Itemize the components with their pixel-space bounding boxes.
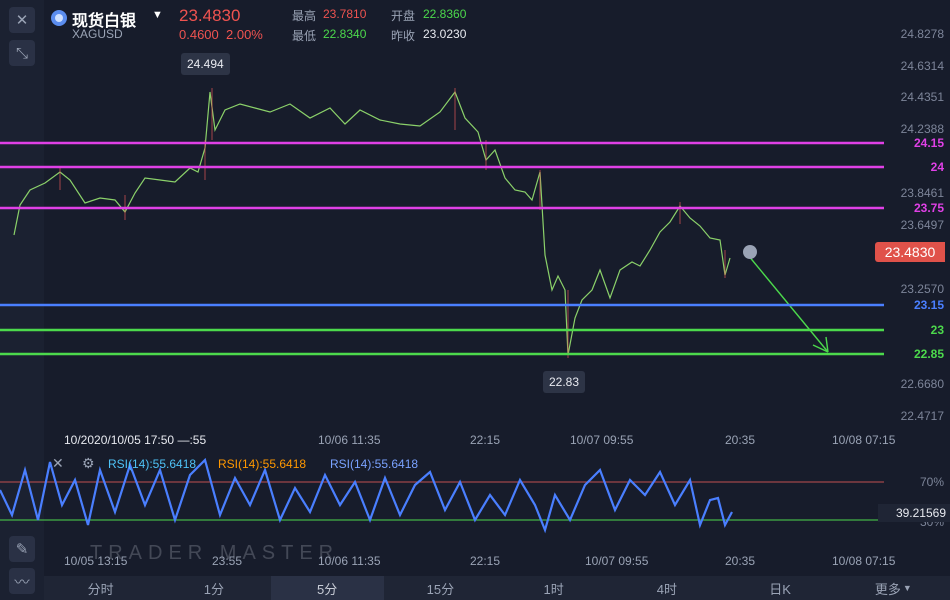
level-label-24: 24: [930, 160, 944, 174]
tab-more[interactable]: 更多 ▼: [874, 581, 912, 597]
low-value: 22.8340: [323, 27, 367, 41]
y-tick: 24.2388: [900, 122, 944, 136]
low-callout: 22.83: [543, 371, 586, 393]
crosshair-time: 10/2020/10/05 17:50 —:55: [64, 433, 207, 447]
trend-arrow: [747, 254, 829, 353]
candle-wicks: [59, 88, 726, 358]
last-price: 23.4830: [179, 6, 241, 25]
x-tick: 10/07 09:55: [570, 433, 634, 447]
y-tick: 23.6497: [900, 218, 944, 232]
y-tick: 24.4351: [900, 90, 944, 104]
open-label: 开盘: [391, 9, 416, 23]
level-label-22.85: 22.85: [913, 347, 944, 361]
info-icon[interactable]: [743, 245, 757, 259]
high-value: 23.7810: [323, 7, 367, 21]
y-tick: 24.8278: [900, 27, 944, 41]
high-callout: 24.494: [181, 53, 230, 75]
rsi-current-value: 39.21569: [878, 504, 950, 522]
x-tick: 10/08 07:15: [832, 433, 896, 447]
collapse-icon[interactable]: ⤡: [9, 40, 35, 66]
tab-1min[interactable]: 1分: [203, 581, 224, 597]
settings-icon[interactable]: ⚙: [82, 455, 95, 471]
high-label: 最高: [292, 9, 317, 23]
x-tick: 22:15: [470, 554, 501, 568]
x-tick: 23:55: [212, 554, 243, 568]
rsi-line: [0, 457, 733, 534]
silver-coin-icon: [51, 10, 67, 26]
x-tick: 20:35: [725, 433, 756, 447]
open-value: 22.8360: [423, 7, 467, 21]
x-tick: 10/06 11:35: [318, 554, 381, 568]
close-icon[interactable]: ✕: [52, 455, 64, 471]
y-tick: 22.4717: [900, 409, 944, 423]
x-tick: 10/07 09:55: [585, 554, 649, 568]
instrument-symbol: XAGUSD: [72, 27, 123, 41]
y-tick: 23.8461: [900, 186, 944, 200]
chevron-down-icon[interactable]: ▼: [152, 9, 163, 21]
x-tick: 20:35: [725, 554, 756, 568]
level-label-23.75: 23.75: [913, 201, 944, 215]
prev-close-label: 昨收: [391, 29, 416, 43]
tab-15min[interactable]: 15分: [426, 581, 455, 597]
low-label: 最低: [292, 29, 317, 43]
y-tick: 22.6680: [900, 377, 944, 391]
tab-timeshare[interactable]: 分时: [87, 581, 114, 597]
rsi-label: RSI(14):55.6418: [108, 457, 197, 471]
watermark: TRADER MASTER: [90, 542, 340, 564]
tab-daily[interactable]: 日K: [769, 581, 791, 597]
level-label-23.15: 23.15: [913, 298, 944, 312]
prev-close-value: 23.0230: [423, 27, 467, 41]
chevron-down-icon: ▼: [902, 583, 912, 593]
tab-4hour[interactable]: 4时: [656, 581, 677, 597]
rsi-label: RSI(14):55.6418: [218, 457, 307, 471]
quote-header: 现货白银 ▼ XAGUSD 23.4830 0.4600 2.00% 最高 23…: [44, 0, 950, 46]
arrow-head: [812, 336, 829, 353]
close-icon[interactable]: ✕: [9, 7, 35, 33]
timeframe-tabs: 分时 1分 5分 15分 1时 4时 日K 更多 ▼: [44, 576, 950, 600]
indicator-icon[interactable]: 〰: [9, 568, 35, 594]
x-tick: 10/08 07:15: [832, 554, 896, 568]
level-label-24.15: 24.15: [913, 136, 944, 150]
price-line: [13, 90, 731, 356]
instrument-name[interactable]: 现货白银: [72, 13, 137, 30]
y-tick: 24.6314: [900, 59, 944, 73]
rsi-label: RSI(14):55.6418: [330, 457, 419, 471]
y-tick: 23.2570: [900, 282, 944, 296]
level-label-23: 23: [930, 323, 944, 337]
x-tick: 10/06 11:35: [318, 433, 381, 447]
x-tick: 10/05 13:15: [64, 554, 128, 568]
tab-1hour[interactable]: 1时: [543, 581, 564, 597]
current-price-tag: 23.4830: [875, 242, 945, 262]
draw-icon[interactable]: ✎: [9, 536, 35, 562]
left-toolbar: ✕ ⤡ ✎ 〰: [0, 0, 44, 600]
tab-5min[interactable]: 5分: [270, 576, 384, 600]
price-change: 0.4600 2.00%: [179, 27, 263, 42]
x-tick: 22:15: [470, 433, 501, 447]
rsi-70-label: 70%: [919, 475, 944, 489]
